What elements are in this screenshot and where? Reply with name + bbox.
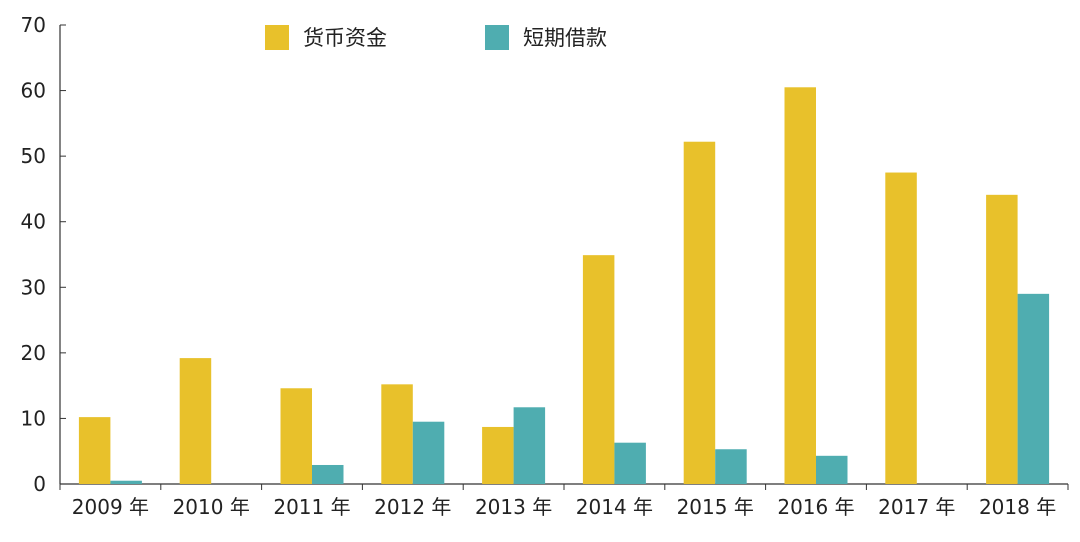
x-tick-label: 2013 年 bbox=[475, 495, 552, 519]
legend-swatch bbox=[485, 25, 509, 50]
x-tick-label: 2011 年 bbox=[273, 495, 350, 519]
bars bbox=[78, 87, 1050, 485]
x-tick-label: 2016 年 bbox=[777, 495, 854, 519]
legend-label: 货币资金 bbox=[303, 26, 387, 50]
bar-series-2 bbox=[614, 442, 646, 484]
bar-series-1 bbox=[885, 172, 917, 485]
y-axis: 0 10 20 30 40 50 60 70 bbox=[21, 13, 66, 496]
bar-series-1 bbox=[683, 141, 716, 484]
bar-series-1 bbox=[986, 194, 1018, 484]
bar-series-1 bbox=[381, 384, 413, 484]
legend-swatch bbox=[265, 25, 289, 50]
x-tick-label: 2014 年 bbox=[576, 495, 653, 519]
x-axis: 2009 年 2010 年 2011 年 2012 年 2013 年 2014 年 2015… bbox=[59, 483, 1069, 519]
bar-series-1 bbox=[784, 87, 816, 485]
bar-series-2 bbox=[715, 449, 747, 484]
y-tick-label: 50 bbox=[21, 144, 46, 168]
y-tick-label: 60 bbox=[21, 79, 46, 103]
legend: 货币资金 短期借款 bbox=[265, 25, 607, 50]
y-tick-label: 40 bbox=[21, 210, 46, 234]
bar-series-1 bbox=[179, 358, 212, 484]
y-tick-label: 30 bbox=[21, 275, 46, 299]
x-tick-label: 2009 年 bbox=[72, 495, 149, 519]
bar-series-1 bbox=[280, 388, 312, 484]
bar-series-1 bbox=[582, 255, 615, 484]
bar-series-1 bbox=[78, 417, 111, 484]
x-tick-label: 2017 年 bbox=[878, 495, 955, 519]
x-tick-label: 2010 年 bbox=[173, 495, 250, 519]
bar-series-2 bbox=[513, 407, 546, 484]
y-tick-label: 0 bbox=[33, 472, 46, 496]
bar-series-2 bbox=[816, 455, 848, 484]
bar-series-2 bbox=[110, 480, 142, 484]
bar-series-1 bbox=[482, 426, 514, 484]
x-tick-label: 2018 年 bbox=[979, 495, 1056, 519]
x-tick-label: 2015 年 bbox=[677, 495, 754, 519]
legend-label: 短期借款 bbox=[523, 26, 607, 50]
x-tick-label: 2012 年 bbox=[374, 495, 451, 519]
bar-series-2 bbox=[312, 464, 344, 484]
bar-series-2 bbox=[1017, 293, 1050, 484]
y-tick-label: 20 bbox=[21, 341, 46, 365]
y-tick-label: 10 bbox=[21, 406, 46, 430]
y-tick-label: 70 bbox=[21, 13, 46, 37]
bar-series-2 bbox=[412, 421, 445, 484]
